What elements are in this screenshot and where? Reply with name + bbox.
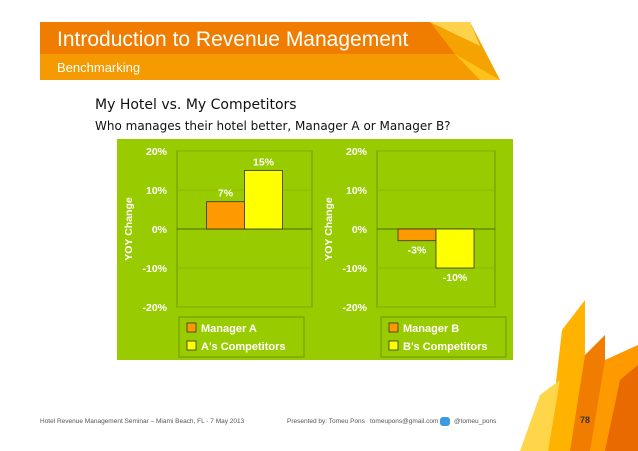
legend-swatch <box>388 340 399 351</box>
tick-label: -10% <box>342 263 367 275</box>
legend-swatch <box>186 340 197 351</box>
legend-entry: A's Competitors <box>201 341 286 353</box>
legend-entry: Manager B <box>403 323 459 335</box>
footer-presenter: Presented by: Tomeu Pons <box>287 418 365 425</box>
header-band <box>40 22 500 80</box>
tick-label: 20% <box>346 146 368 158</box>
slide-title: Introduction to Revenue Management <box>57 28 409 51</box>
tick-label: 10% <box>146 185 168 197</box>
tick-label: 0% <box>152 224 168 236</box>
legend-box <box>380 316 507 358</box>
question-text: Who manages their hotel better, Manager … <box>95 119 451 133</box>
tick-label: -20% <box>142 302 167 314</box>
slide-subtitle: Benchmarking <box>57 60 141 75</box>
chart-panel: 20% 10% 0% -10% -20% YOY Change 7% 15% Manager A… <box>117 139 513 360</box>
chart-2: 20% 10% 0% -10% -20% YOY Change -3% -10% Manager… <box>323 146 507 358</box>
legend-entry: Manager A <box>201 323 257 335</box>
data-label: 7% <box>218 188 234 200</box>
section-heading: My Hotel vs. My Competitors <box>95 97 297 113</box>
y-axis-label: YOY Change <box>123 197 135 261</box>
tick-label: 10% <box>346 185 368 197</box>
data-label: -3% <box>408 245 427 257</box>
legend-swatch <box>186 322 197 333</box>
tick-label: 0% <box>352 224 368 236</box>
legend-swatch <box>388 322 399 333</box>
page-number: 78 <box>580 415 591 425</box>
bar-manager-a <box>206 201 245 230</box>
twitter-bird-icon <box>440 417 450 426</box>
tick-label: -10% <box>142 263 167 275</box>
bar-a-s-competitors <box>244 170 283 230</box>
tick-label: -20% <box>342 302 367 314</box>
legend-entry: B's Competitors <box>403 341 488 353</box>
comparison-charts: 20% 10% 0% -10% -20% YOY Change 7% 15% Manager A… <box>123 146 507 358</box>
data-label: -10% <box>443 272 468 284</box>
data-label: 15% <box>253 157 275 169</box>
bar-b-s-competitors <box>435 228 475 269</box>
tick-label: 20% <box>146 146 168 158</box>
y-axis-label: YOY Change <box>323 197 335 261</box>
footer-email[interactable]: tomeupons@gmail.com <box>370 418 439 425</box>
chart-1: 20% 10% 0% -10% -20% YOY Change 7% 15% Manager A… <box>123 146 313 358</box>
footer-seminar: Hotel Revenue Management Seminar – Miami… <box>40 418 245 425</box>
footer-twitter[interactable]: @tomeu_pons <box>454 418 497 425</box>
legend-box <box>178 316 305 358</box>
